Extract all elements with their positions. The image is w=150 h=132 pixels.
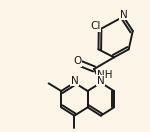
Text: N: N (97, 76, 105, 86)
Text: O: O (73, 56, 81, 66)
Text: N: N (120, 10, 127, 20)
Text: N: N (70, 76, 78, 86)
Text: NH: NH (97, 70, 112, 80)
Text: Cl: Cl (90, 21, 101, 31)
